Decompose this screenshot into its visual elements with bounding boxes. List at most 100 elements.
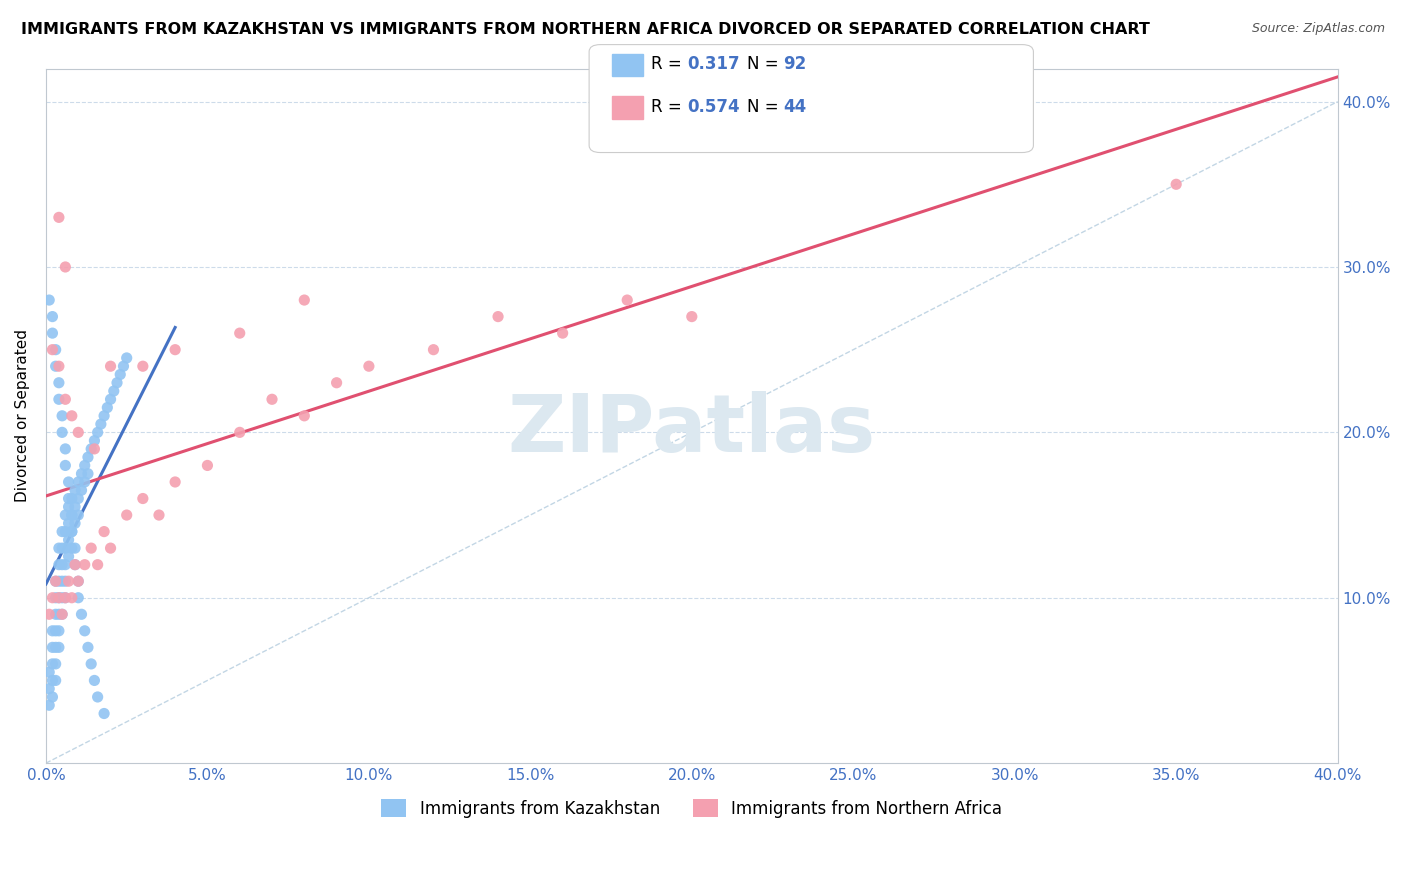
Point xyxy=(105,376,128,390)
Point xyxy=(165,475,187,489)
Point xyxy=(45,343,67,357)
Point xyxy=(67,591,90,605)
Point xyxy=(53,591,76,605)
Point xyxy=(681,310,703,324)
Point xyxy=(73,558,96,572)
Point xyxy=(58,574,80,589)
Point xyxy=(38,607,60,622)
Point xyxy=(48,392,70,407)
Point xyxy=(260,392,283,407)
Point xyxy=(51,558,73,572)
Point xyxy=(53,574,76,589)
Point xyxy=(90,417,112,431)
Point xyxy=(51,591,73,605)
Point xyxy=(48,624,70,638)
Text: 0.574: 0.574 xyxy=(688,98,740,116)
Point xyxy=(100,392,122,407)
Point xyxy=(58,516,80,531)
Point xyxy=(48,376,70,390)
Point xyxy=(53,442,76,456)
Point xyxy=(60,524,83,539)
Point xyxy=(38,698,60,713)
Point xyxy=(73,458,96,473)
Point xyxy=(110,368,132,382)
Text: R =: R = xyxy=(651,55,688,73)
Point xyxy=(38,293,60,307)
Point xyxy=(67,425,90,440)
Point xyxy=(60,541,83,555)
Point xyxy=(53,508,76,522)
Text: IMMIGRANTS FROM KAZAKHSTAN VS IMMIGRANTS FROM NORTHERN AFRICA DIVORCED OR SEPARA: IMMIGRANTS FROM KAZAKHSTAN VS IMMIGRANTS… xyxy=(21,22,1150,37)
Point xyxy=(63,558,86,572)
Point xyxy=(63,483,86,498)
Point xyxy=(45,673,67,688)
Point xyxy=(51,524,73,539)
Point xyxy=(73,475,96,489)
Point xyxy=(165,343,187,357)
Point xyxy=(45,657,67,671)
Point xyxy=(51,425,73,440)
Point xyxy=(45,607,67,622)
Point xyxy=(53,558,76,572)
Text: 0.317: 0.317 xyxy=(688,55,740,73)
Text: N =: N = xyxy=(747,98,783,116)
Point xyxy=(77,467,100,481)
Point xyxy=(77,640,100,655)
Point xyxy=(80,541,103,555)
Point xyxy=(86,558,108,572)
Point xyxy=(38,665,60,680)
Point xyxy=(45,574,67,589)
Point xyxy=(616,293,638,307)
Point xyxy=(80,657,103,671)
Point xyxy=(60,491,83,506)
Point xyxy=(41,640,63,655)
Point xyxy=(80,442,103,456)
Point xyxy=(83,434,105,448)
Point xyxy=(45,359,67,374)
Point xyxy=(228,326,250,340)
Point xyxy=(70,607,93,622)
Point xyxy=(70,467,93,481)
Point xyxy=(63,500,86,514)
Text: R =: R = xyxy=(651,98,688,116)
Point xyxy=(73,624,96,638)
Point xyxy=(115,508,138,522)
Point xyxy=(67,491,90,506)
Point xyxy=(60,508,83,522)
Point xyxy=(292,409,315,423)
Point xyxy=(41,591,63,605)
Legend: Immigrants from Kazakhstan, Immigrants from Northern Africa: Immigrants from Kazakhstan, Immigrants f… xyxy=(374,793,1010,824)
Point xyxy=(63,516,86,531)
Point xyxy=(48,359,70,374)
Point xyxy=(58,549,80,564)
Point xyxy=(48,591,70,605)
Point xyxy=(100,541,122,555)
Point xyxy=(48,558,70,572)
Point xyxy=(53,591,76,605)
Point xyxy=(86,425,108,440)
Point xyxy=(148,508,170,522)
Point xyxy=(45,591,67,605)
Text: 92: 92 xyxy=(783,55,807,73)
Point xyxy=(41,690,63,704)
Point xyxy=(45,640,67,655)
Point xyxy=(45,624,67,638)
Point xyxy=(83,442,105,456)
Point xyxy=(132,491,155,506)
Point xyxy=(53,524,76,539)
Point xyxy=(51,607,73,622)
Point xyxy=(115,351,138,365)
Point xyxy=(51,541,73,555)
Point xyxy=(67,475,90,489)
Text: N =: N = xyxy=(747,55,783,73)
Point xyxy=(486,310,509,324)
Point xyxy=(197,458,219,473)
Point xyxy=(357,359,380,374)
Point xyxy=(41,343,63,357)
Point xyxy=(48,607,70,622)
Text: Source: ZipAtlas.com: Source: ZipAtlas.com xyxy=(1251,22,1385,36)
Point xyxy=(77,450,100,465)
Point xyxy=(41,657,63,671)
Point xyxy=(53,392,76,407)
Point xyxy=(112,359,135,374)
